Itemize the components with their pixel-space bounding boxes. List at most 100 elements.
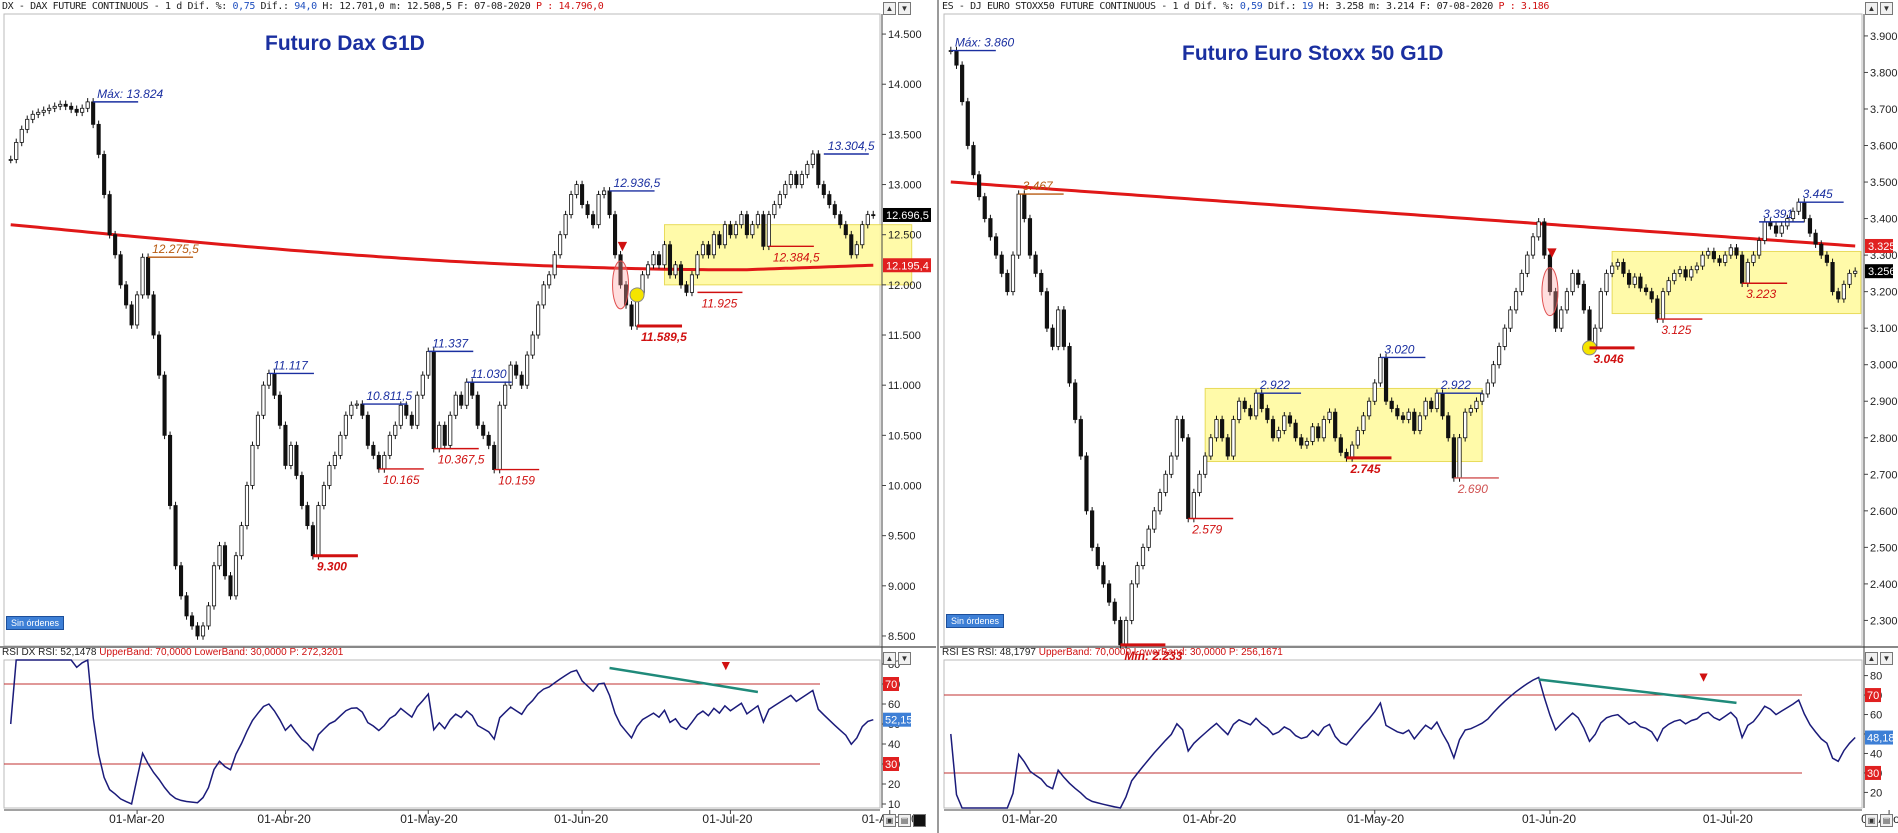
candle bbox=[129, 304, 134, 326]
candle bbox=[168, 434, 173, 506]
color-icon[interactable] bbox=[913, 814, 926, 827]
candle bbox=[717, 234, 722, 246]
candle bbox=[85, 101, 90, 109]
candle bbox=[629, 304, 634, 327]
down-arrow-icon: ▼ bbox=[1544, 245, 1560, 262]
candle bbox=[1135, 565, 1140, 585]
x-axis-label: 01-Jul-20 bbox=[1703, 812, 1753, 826]
candle bbox=[200, 625, 206, 637]
save-icon[interactable]: ▣ bbox=[883, 814, 896, 827]
price-axis-label: 12.000 bbox=[888, 280, 922, 292]
dax-rsi-header: RSI DX RSI: 52,1478 UpperBand: 70,0000 L… bbox=[2, 647, 343, 659]
panel-divider[interactable] bbox=[937, 0, 939, 833]
candle bbox=[36, 111, 41, 115]
header-dif-label: Dif.: bbox=[1262, 1, 1302, 12]
price-tag bbox=[1865, 264, 1893, 279]
candle bbox=[1672, 272, 1677, 282]
candle bbox=[1677, 269, 1683, 274]
candle bbox=[206, 605, 211, 627]
level-annotation: 2.579 bbox=[1191, 523, 1222, 537]
candle bbox=[607, 190, 612, 216]
x-axis-label: 01-Abr-20 bbox=[1183, 812, 1237, 826]
candle bbox=[838, 214, 843, 226]
print-icon[interactable]: ▤ bbox=[1880, 814, 1893, 827]
candle bbox=[1621, 262, 1626, 274]
level-annotation: Mín: 2.233 bbox=[1124, 649, 1182, 663]
scroll-down-icon[interactable]: ▼ bbox=[898, 2, 911, 15]
candle bbox=[1564, 291, 1570, 311]
candle bbox=[310, 525, 315, 557]
candle bbox=[1559, 309, 1564, 329]
rsi-tag bbox=[1865, 730, 1893, 745]
candle bbox=[508, 364, 513, 386]
sin-ordenes-badge[interactable]: Sin órdenes bbox=[6, 616, 65, 630]
candle bbox=[733, 224, 738, 236]
scroll-up-icon[interactable]: ▲ bbox=[1865, 652, 1878, 665]
level-annotation: 10.159 bbox=[498, 474, 535, 488]
candle bbox=[96, 123, 101, 155]
price-axis-label: 11.500 bbox=[888, 330, 921, 342]
scroll-up-icon[interactable]: ▲ bbox=[883, 652, 896, 665]
candle bbox=[222, 545, 228, 577]
header-dif: 19 bbox=[1301, 1, 1314, 12]
price-axis-label: 13.500 bbox=[888, 129, 922, 141]
candle bbox=[475, 394, 480, 426]
candle bbox=[1248, 408, 1253, 417]
scroll-down-icon[interactable]: ▼ bbox=[898, 652, 911, 665]
candle bbox=[1412, 411, 1417, 431]
rsi-tag-label: 70 bbox=[1867, 690, 1879, 702]
candle bbox=[1762, 221, 1767, 241]
price-axis-label: 3.600 bbox=[1870, 141, 1898, 153]
header-dif-pct: 0,59 bbox=[1239, 1, 1263, 12]
candle bbox=[1378, 356, 1383, 384]
candle bbox=[1225, 437, 1230, 457]
low-highlight-circle bbox=[629, 287, 645, 303]
scroll-down-icon[interactable]: ▼ bbox=[1880, 652, 1893, 665]
candle bbox=[1570, 272, 1575, 293]
candle bbox=[250, 444, 255, 486]
rsi-tag-label: 48,18 bbox=[1867, 733, 1895, 745]
estx-header: ES - DJ EURO STOXX50 FUTURE CONTINUOUS -… bbox=[942, 0, 1549, 14]
candle bbox=[30, 113, 35, 120]
level-annotation: 10.811,5 bbox=[366, 389, 412, 403]
candle bbox=[1157, 492, 1163, 512]
price-plot-area bbox=[943, 13, 1863, 647]
save-icon[interactable]: ▣ bbox=[1865, 814, 1878, 827]
candle bbox=[645, 264, 651, 276]
candle bbox=[1824, 254, 1830, 263]
scroll-up-icon[interactable]: ▲ bbox=[883, 2, 896, 15]
candle bbox=[695, 254, 700, 276]
candle bbox=[1095, 546, 1100, 567]
candle bbox=[1649, 291, 1654, 300]
candle bbox=[1491, 364, 1496, 384]
x-axis-label: 01-Mar-20 bbox=[109, 812, 165, 826]
sin-ordenes-badge[interactable]: Sin órdenes bbox=[946, 614, 1005, 628]
header-p: P : 3.186 bbox=[1498, 1, 1550, 12]
rsi-arrow-icon: ▼ bbox=[719, 657, 733, 673]
scroll-down-icon[interactable]: ▼ bbox=[1880, 2, 1893, 15]
print-icon[interactable]: ▤ bbox=[898, 814, 911, 827]
candle bbox=[459, 394, 464, 406]
candle bbox=[1163, 473, 1168, 493]
level-annotation: 3.020 bbox=[1384, 342, 1414, 356]
candle bbox=[47, 107, 52, 111]
estx-chart-svg[interactable]: 3.900 3.800 3.700 3.600 3.500 3.400 3.300 3.200… bbox=[940, 0, 1898, 833]
level-annotation: 12.275,5 bbox=[152, 242, 199, 256]
candle bbox=[124, 284, 129, 306]
header-dif: 94,0 bbox=[294, 1, 317, 12]
price-axis-label: 3.800 bbox=[1870, 67, 1898, 79]
dax-chart-svg[interactable]: 14.500 14.000 13.500 13.000 12.500 12.000 11.5… bbox=[0, 0, 936, 833]
candle bbox=[1451, 437, 1456, 479]
candle bbox=[1231, 419, 1236, 457]
x-axis-label: 01-Abr-20 bbox=[257, 812, 311, 826]
candle bbox=[1316, 426, 1321, 439]
candle bbox=[1836, 291, 1841, 300]
price-axis-label: 9.500 bbox=[888, 531, 916, 543]
price-axis-label: 3.200 bbox=[1870, 287, 1898, 299]
candle bbox=[1536, 221, 1541, 238]
price-axis-label: 2.500 bbox=[1870, 542, 1898, 554]
level-annotation: 10.165 bbox=[383, 473, 420, 487]
scroll-up-icon[interactable]: ▲ bbox=[1865, 2, 1878, 15]
candle bbox=[173, 505, 178, 567]
